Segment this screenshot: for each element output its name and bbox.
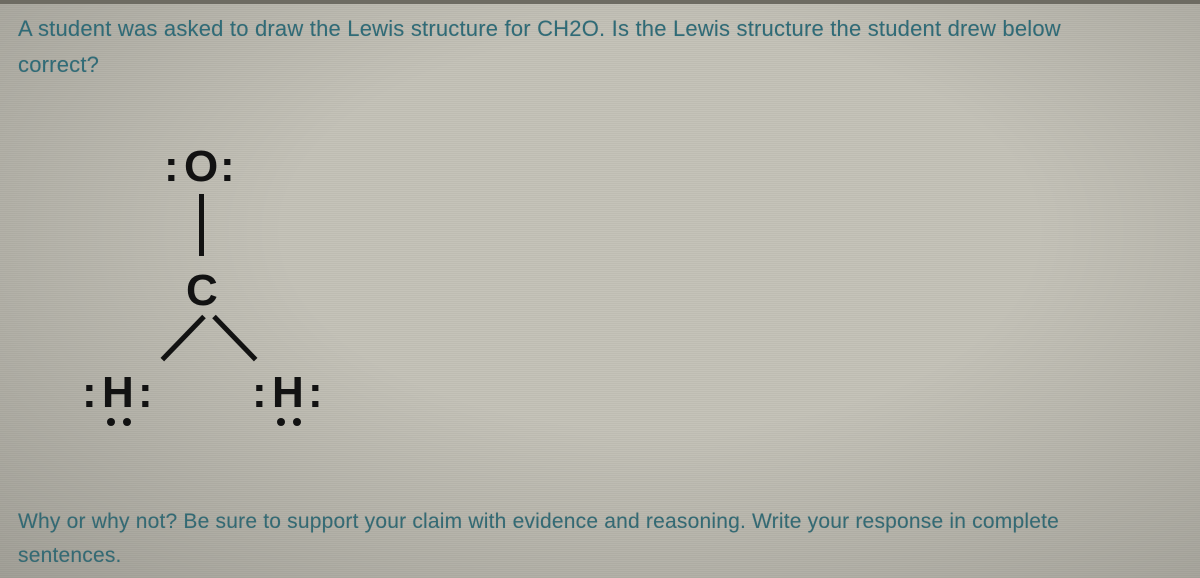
top-border xyxy=(0,0,1200,4)
prompt-text-line2: sentences. xyxy=(18,544,122,568)
question-text-line1: A student was asked to draw the Lewis st… xyxy=(18,16,1061,42)
prompt-text-line1: Why or why not? Be sure to support your … xyxy=(18,510,1059,534)
page-background xyxy=(0,0,1200,578)
question-text-line2: correct? xyxy=(18,52,99,78)
